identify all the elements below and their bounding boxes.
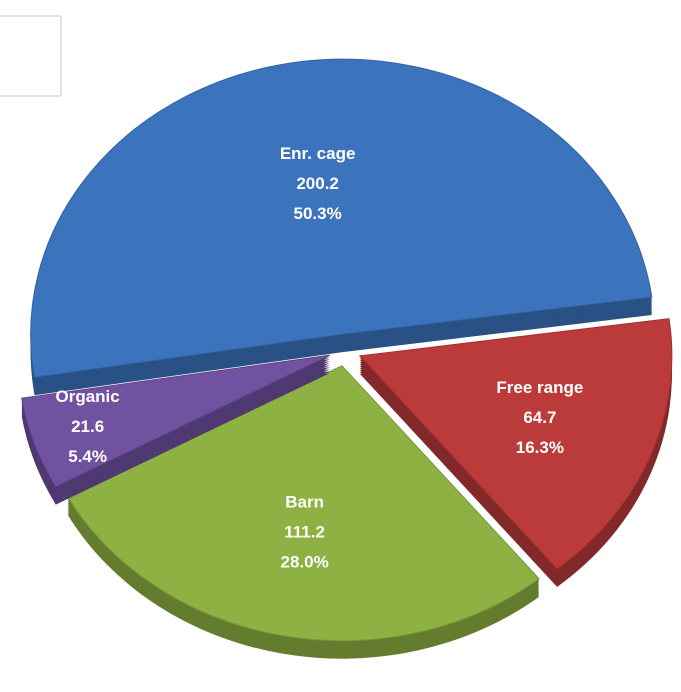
legend-box: [0, 15, 62, 97]
slice-label-name: Enr. cage: [280, 144, 356, 163]
slice-label-percent: 28.0%: [281, 552, 329, 571]
slice-label-value: 111.2: [284, 522, 325, 541]
slice-label-percent: 16.3%: [516, 438, 564, 457]
slice-label-value: 200.2: [296, 174, 339, 193]
slice-label-percent: 50.3%: [294, 204, 342, 223]
slice-label-name: Free range: [496, 378, 583, 397]
slice-label-percent: 5.4%: [68, 447, 107, 466]
slice-label-value: 64.7: [523, 408, 556, 427]
slice: [67, 365, 540, 642]
slice: [358, 318, 673, 570]
slice-label-name: Barn: [285, 492, 324, 511]
slice-label-name: Organic: [56, 387, 120, 406]
slice-label-value: 21.6: [71, 417, 104, 436]
slice: [30, 58, 653, 378]
slice: [21, 354, 331, 488]
